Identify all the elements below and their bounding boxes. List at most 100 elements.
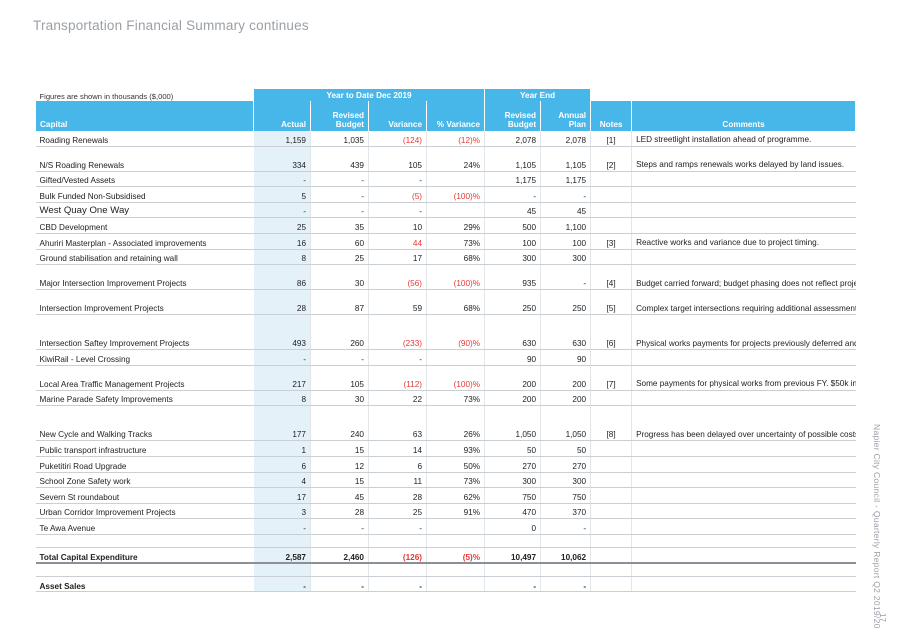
row-capital-name: KiwiRail - Level Crossing [35,349,254,366]
row-variance: 22 [368,390,427,407]
row-ye-revised-budget: 200 [484,365,541,391]
header-annual-plan: Annual Plan [540,101,592,131]
header-pct-variance: % Variance [425,101,486,131]
header-actual: Actual [253,101,311,131]
row-annual-plan: - [540,518,591,535]
row-variance: 14 [368,440,427,457]
row-actual: - [253,202,311,219]
row-notes [590,576,632,592]
row-pct-variance: (100)% [425,365,485,391]
row-capital-name: Intersection Improvement Projects [35,289,254,316]
row-capital-name: Te Awa Avenue [35,518,254,535]
table-row: Gifted/Vested Assets - - -1,175 1,175 [35,171,856,188]
row-ye-revised-budget: 2,078 [484,131,541,147]
row-notes [590,349,632,366]
row-variance: 17 [368,249,427,266]
row-annual-plan: - [540,576,591,592]
row-actual: 3 [253,503,311,520]
row-notes: [8] [590,405,632,442]
row-ye-revised-budget: 270 [484,456,541,473]
row-capital-name: New Cycle and Walking Tracks [35,405,254,442]
row-capital-name: Local Area Traffic Management Projects [35,365,254,391]
row-revised-budget: 15 [310,472,369,489]
row-capital-name: Intersection Saftey Improvement Projects [35,314,254,351]
row-pct-variance: 62% [425,487,485,504]
row-revised-budget: 35 [310,217,369,234]
table-body: Roading Renewals 1,159 1,035 (124) (12)% 2,07… [35,131,856,592]
row-variance: 63 [368,405,427,442]
row-variance: (126) [368,547,427,564]
row-actual: 25 [253,217,311,234]
spacer-cell [35,562,254,577]
page-number: 17 [878,613,887,622]
row-actual: 2,587 [253,547,311,564]
row-comments: Reactive works and variance due to proje… [631,233,856,250]
row-comments [631,503,856,520]
row-notes [590,518,632,535]
row-ye-revised-budget: 1,175 [484,171,541,188]
row-ye-revised-budget: 100 [484,233,541,250]
row-ye-revised-budget: 630 [484,314,541,351]
row-actual: 5 [253,186,311,203]
spacer-cell [540,534,591,548]
row-capital-name: School Zone Safety work [35,472,254,489]
row-comments [631,349,856,366]
row-ye-revised-budget: 50 [484,440,541,457]
row-annual-plan: 300 [540,249,591,266]
row-comments [631,518,856,535]
row-annual-plan: 200 [540,390,591,407]
row-variance: (56) [368,264,427,291]
header-annual-plan-line1: Annual [558,111,587,120]
table-row: Bulk Funded Non-Subsidised 5- (5) (100)% - - [35,186,856,203]
row-notes: [4] [590,264,632,291]
row-pct-variance [425,202,485,219]
spacer-cell [590,562,632,577]
row-capital-name: Asset Sales [35,576,254,592]
table-row: Ahuriri Masterplan - Associated improvem… [35,233,856,250]
row-revised-budget: 1,035 [310,131,369,147]
row-variance: - [368,518,427,535]
row-revised-budget: 87 [310,289,369,316]
row-variance: (5) [368,186,427,203]
header-ye-revised-budget: Revised Budget [484,101,542,131]
row-annual-plan: 1,050 [540,405,591,442]
row-annual-plan: 50 [540,440,591,457]
row-notes [590,390,632,407]
table-row: Urban Corridor Improvement Projects 3 28 25… [35,503,856,520]
table-row: West Quay One Way - - -45 45 [35,202,856,219]
row-pct-variance: (5)% [425,547,485,564]
row-pct-variance [425,576,485,592]
header-ye-revised-line1: Revised [504,111,537,120]
row-comments [631,487,856,504]
table-row: Intersection Improvement Projects 28 87 59 6… [35,289,856,316]
row-revised-budget: 45 [310,487,369,504]
row-actual: 17 [253,487,311,504]
page-title: Transportation Financial Summary continu… [33,18,309,33]
row-variance: (124) [368,131,427,147]
row-comments [631,440,856,457]
row-ye-revised-budget: 45 [484,202,541,219]
row-pct-variance: 24% [425,146,485,172]
row-ye-revised-budget: 500 [484,217,541,234]
table-row: CBD Development 25 35 10 29% 500 1,100 [35,217,856,234]
row-annual-plan: 270 [540,456,591,473]
row-annual-plan: 100 [540,233,591,250]
row-comments [631,202,856,219]
row-revised-budget: 25 [310,249,369,266]
row-annual-plan: 300 [540,472,591,489]
row-actual: - [253,349,311,366]
spacer-row [35,534,856,548]
row-ye-revised-budget: - [484,576,541,592]
row-comments [631,547,856,564]
row-revised-budget: - [310,349,369,366]
row-comments [631,217,856,234]
table-row: New Cycle and Walking Tracks 177 240 63 26% 1… [35,405,856,442]
row-annual-plan: 1,175 [540,171,591,188]
row-capital-name: Ahuriri Masterplan - Associated improvem… [35,233,254,250]
header-notes: Notes [590,101,633,131]
row-variance: - [368,171,427,188]
row-ye-revised-budget: 1,105 [484,146,541,172]
row-actual: 6 [253,456,311,473]
row-actual: 8 [253,390,311,407]
row-pct-variance [425,171,485,188]
